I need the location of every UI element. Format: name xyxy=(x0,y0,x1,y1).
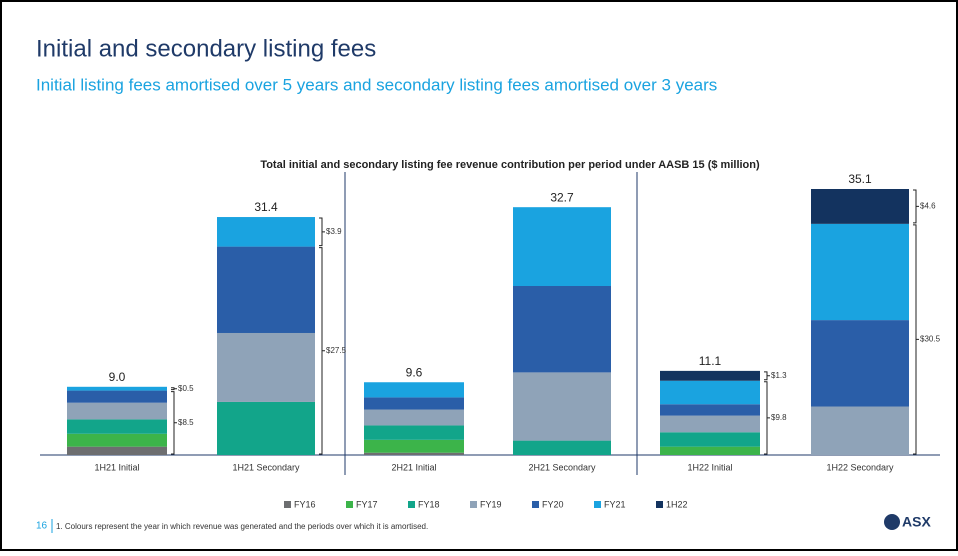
category-label: 2H21 Secondary xyxy=(528,462,596,472)
footnote: 1. Colours represent the year in which r… xyxy=(56,522,428,531)
legend-label: FY21 xyxy=(604,499,626,509)
bar-segment xyxy=(67,402,167,420)
bracket xyxy=(913,189,919,224)
legend-label: FY16 xyxy=(294,499,316,509)
bracket-label: $27.5 xyxy=(326,346,347,355)
legend-label: 1H22 xyxy=(666,499,688,509)
bar-segment xyxy=(811,406,909,455)
bar-segment xyxy=(660,380,760,405)
legend-swatch xyxy=(656,501,663,508)
legend-label: FY18 xyxy=(418,499,440,509)
bracket-label: $0.5 xyxy=(178,384,194,393)
category-label: 1H21 Initial xyxy=(94,462,139,472)
legend-swatch xyxy=(532,501,539,508)
bracket xyxy=(171,387,177,391)
bracket-label: $9.8 xyxy=(771,413,787,422)
total-label: 32.7 xyxy=(550,190,574,204)
bar-segment xyxy=(811,189,909,224)
category-label: 1H22 Initial xyxy=(687,462,732,472)
category-label: 1H21 Secondary xyxy=(232,462,300,472)
legend-swatch xyxy=(284,501,291,508)
bar-segment xyxy=(811,320,909,407)
subtitle: Initial listing fees amortised over 5 ye… xyxy=(36,75,717,94)
bar-segment xyxy=(217,246,315,333)
bracket xyxy=(764,381,770,455)
bracket-label: $3.9 xyxy=(326,227,342,236)
logo: ASX xyxy=(902,514,931,530)
legend-swatch xyxy=(594,501,601,508)
bar-segment xyxy=(660,446,760,455)
bar-segment xyxy=(364,409,464,426)
bar-segment xyxy=(364,425,464,440)
bar-segment xyxy=(660,432,760,447)
bracket xyxy=(913,224,919,455)
bar-segment xyxy=(660,404,760,416)
bar-segment xyxy=(513,372,611,441)
chart-title: Total initial and secondary listing fee … xyxy=(260,159,760,171)
total-label: 9.6 xyxy=(406,365,423,379)
bar-segment xyxy=(811,223,909,321)
bar-segment xyxy=(67,386,167,391)
bracket xyxy=(764,371,770,381)
bar-segment xyxy=(364,382,464,398)
bar-segment xyxy=(67,433,167,447)
bar-segment xyxy=(364,439,464,453)
legend-label: FY20 xyxy=(542,499,564,509)
bar-segment xyxy=(513,207,611,287)
legend-swatch xyxy=(470,501,477,508)
bar-segment xyxy=(67,419,167,434)
category-label: 2H21 Initial xyxy=(391,462,436,472)
bracket xyxy=(171,391,177,455)
bar-segment xyxy=(660,415,760,433)
bar-segment xyxy=(67,446,167,455)
bracket-label: $30.5 xyxy=(920,335,941,344)
bar-segment xyxy=(67,390,167,403)
total-label: 9.0 xyxy=(109,370,126,384)
total-label: 31.4 xyxy=(254,200,278,214)
bar-segment xyxy=(217,217,315,247)
bar-segment xyxy=(217,401,315,455)
legend-swatch xyxy=(408,501,415,508)
legend-swatch xyxy=(346,501,353,508)
total-label: 11.1 xyxy=(699,354,722,368)
bar-segment xyxy=(513,286,611,373)
category-label: 1H22 Secondary xyxy=(826,462,894,472)
page-number: 16 xyxy=(36,521,48,532)
bracket-label: $4.6 xyxy=(920,202,936,211)
bar-segment xyxy=(660,370,760,381)
legend-label: FY19 xyxy=(480,499,502,509)
total-label: 35.1 xyxy=(848,172,872,186)
bracket xyxy=(319,217,325,247)
logo-mark xyxy=(884,514,900,530)
bracket-label: $1.3 xyxy=(771,371,787,380)
bar-segment xyxy=(364,452,464,455)
legend-label: FY17 xyxy=(356,499,378,509)
bar-segment xyxy=(364,397,464,410)
title: Initial and secondary listing fees xyxy=(36,35,376,62)
bracket-label: $8.5 xyxy=(178,418,194,427)
bar-segment xyxy=(513,440,611,455)
bar-segment xyxy=(217,332,315,402)
bracket xyxy=(319,247,325,455)
